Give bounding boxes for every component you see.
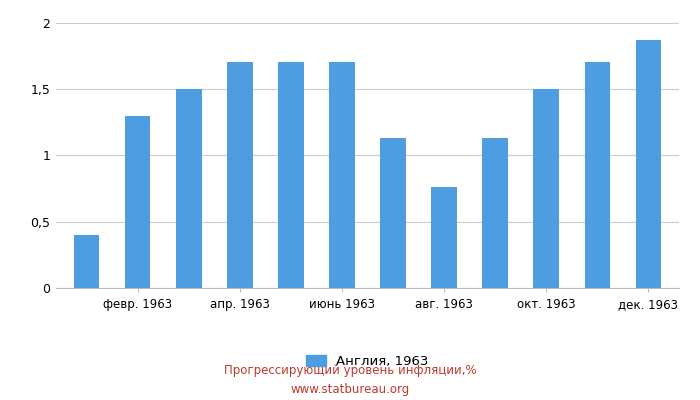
- Text: Прогрессирующий уровень инфляции,%
www.statbureau.org: Прогрессирующий уровень инфляции,% www.s…: [224, 364, 476, 396]
- Bar: [584, 62, 610, 288]
- Bar: [482, 138, 508, 288]
- Bar: [329, 62, 355, 288]
- Bar: [176, 89, 202, 288]
- Bar: [125, 116, 150, 288]
- Bar: [227, 62, 253, 288]
- Bar: [533, 89, 559, 288]
- Bar: [74, 235, 99, 288]
- Bar: [636, 40, 661, 288]
- Legend: Англия, 1963: Англия, 1963: [306, 356, 429, 368]
- Bar: [380, 138, 406, 288]
- Bar: [431, 187, 457, 288]
- Bar: [278, 62, 304, 288]
